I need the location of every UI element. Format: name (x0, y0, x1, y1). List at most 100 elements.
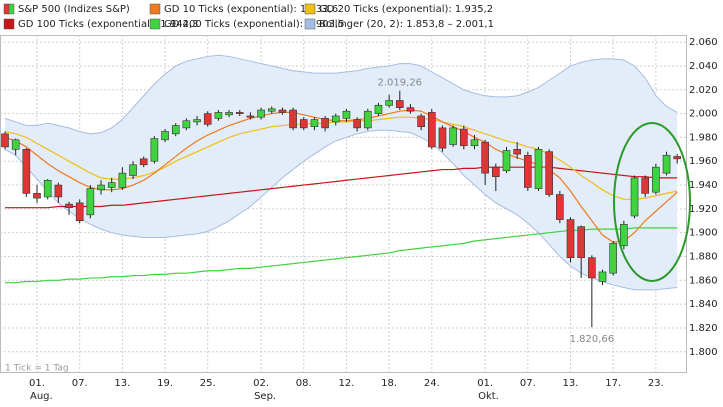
x-tick-label: 19. (157, 378, 173, 389)
y-tick-label: 2.000 (689, 109, 718, 120)
candle-body (246, 115, 255, 118)
candle-body (363, 110, 372, 129)
candle-body (395, 100, 404, 108)
legend-swatch (3, 18, 15, 30)
legend-label: S&P 500 (Indizes S&P) (18, 4, 130, 15)
candle-body (257, 109, 265, 118)
candle-body (203, 113, 212, 125)
candle-body (406, 107, 415, 112)
y-tick-label: 2.040 (689, 61, 718, 72)
highlight-ellipse (613, 122, 691, 282)
candle-body (449, 127, 457, 145)
y-tick-label: 1.880 (689, 251, 718, 262)
band-line (4, 129, 678, 291)
candle-body (214, 112, 223, 119)
candle-body (385, 100, 393, 106)
x-tick-label: 24. (424, 378, 440, 389)
candle-body (652, 166, 660, 193)
month-label: Aug. (30, 391, 53, 402)
y-tick-label: 1.800 (689, 347, 718, 358)
candle-body (460, 128, 468, 147)
candle-body (54, 184, 63, 198)
candle-body (331, 115, 340, 123)
candle-body (374, 104, 383, 114)
candle-body (310, 119, 319, 127)
legend-swatch (3, 3, 10, 15)
candle-body (86, 188, 95, 216)
candle-body (321, 118, 329, 129)
legend-swatch (8, 3, 15, 15)
candle-body (492, 166, 500, 178)
candle-body (150, 138, 159, 162)
candle-body (33, 193, 41, 199)
candle-body (673, 156, 682, 160)
candle-body (193, 119, 201, 123)
x-tick-label: 18. (381, 378, 397, 389)
candle-body (235, 112, 244, 114)
ma-line (4, 109, 678, 243)
annotation: 2.019,26 (378, 78, 423, 89)
candle-body (662, 154, 671, 174)
candle-body (171, 125, 180, 135)
legend-swatch (149, 3, 161, 15)
legend-label: GD 100 Ticks (exponential): 1.944,3 (18, 19, 198, 30)
legend-swatch (304, 3, 316, 15)
legend-label: GD 20 Ticks (exponential): 1.935,2 (319, 4, 493, 15)
x-tick-label: 13. (563, 378, 579, 389)
candle-body (43, 179, 52, 198)
y-tick-label: 2.020 (689, 85, 718, 96)
candle-body (1, 133, 9, 148)
plot-frame (0, 35, 687, 373)
candle-body (470, 139, 479, 147)
candle-body (641, 177, 650, 194)
legend-swatch (304, 18, 316, 30)
month-label: Okt. (478, 391, 499, 402)
x-tick-label: 01. (477, 378, 493, 389)
month-label: Sep. (254, 391, 276, 402)
candle-body (609, 243, 617, 274)
y-tick-label: 2.060 (689, 37, 718, 48)
candle-body (22, 149, 31, 194)
ma-line (4, 116, 678, 200)
candle-body (620, 224, 628, 247)
x-tick-label: 23. (648, 378, 664, 389)
candle-body (107, 182, 116, 188)
candle-body (588, 257, 596, 279)
candle-body (534, 149, 543, 189)
candle-body (11, 139, 20, 150)
candle-body (161, 131, 169, 141)
y-tick-label: 1.980 (689, 132, 718, 143)
band-line (4, 54, 678, 135)
y-tick-label: 1.960 (689, 156, 718, 167)
candle-body (353, 119, 361, 129)
candle-body (545, 151, 553, 195)
candle-body (75, 202, 84, 222)
x-tick-label: 12. (338, 378, 354, 389)
ma-line (5, 166, 678, 209)
candle-body (556, 194, 564, 220)
candle-body (481, 141, 489, 174)
candle-body (524, 154, 532, 188)
x-tick-label: 08. (296, 378, 312, 389)
legend: S&P 500 (Indizes S&P) GD 10 Ticks (expone… (3, 3, 494, 30)
candle-body (182, 120, 191, 129)
candle-body (438, 127, 447, 149)
y-tick-label: 1.900 (689, 228, 718, 239)
candle-body (139, 158, 148, 166)
x-tick-label: 07. (72, 378, 88, 389)
legend-label: Bollinger (20, 2): 1.853,8 – 2.001,1 (319, 19, 494, 30)
candle-body (129, 164, 137, 176)
x-tick-label: 17. (605, 378, 621, 389)
candle-body (97, 184, 105, 191)
candle-body (502, 150, 511, 172)
y-tick-label: 1.820 (689, 323, 718, 334)
x-tick-label: 13. (114, 378, 130, 389)
x-tick-label: 02. (253, 378, 269, 389)
candle-body (342, 110, 351, 119)
candle-body (513, 149, 521, 155)
candle-body (598, 271, 607, 282)
candle-body (289, 109, 297, 129)
annotation: 1.820,66 (570, 334, 615, 345)
candle-body (118, 172, 127, 188)
